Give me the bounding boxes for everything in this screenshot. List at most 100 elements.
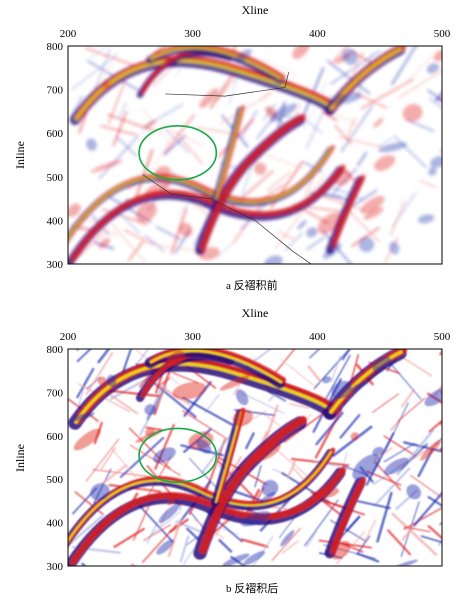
reflector-streak bbox=[327, 60, 371, 95]
amplitude-blob bbox=[373, 117, 384, 128]
reflector-streak bbox=[254, 465, 262, 488]
amplitude-blob bbox=[428, 167, 437, 176]
highlight-ellipse bbox=[138, 124, 218, 181]
amplitude-blob bbox=[420, 439, 442, 461]
panel-a-seismic-image bbox=[68, 46, 442, 264]
fault-line bbox=[165, 72, 289, 97]
amplitude-blob bbox=[292, 46, 310, 60]
reflector-streak bbox=[261, 58, 298, 76]
panel-b-annotations bbox=[138, 427, 218, 484]
reflector-streak bbox=[155, 226, 182, 241]
amplitude-blob bbox=[312, 487, 340, 499]
amplitude-blob bbox=[430, 156, 442, 169]
amplitude-blob bbox=[406, 484, 422, 500]
reflector-streak bbox=[255, 150, 304, 170]
amplitude-blob bbox=[179, 222, 193, 237]
amplitude-blob bbox=[378, 142, 408, 153]
amplitude-blob bbox=[232, 409, 253, 427]
reflector-streak bbox=[170, 207, 188, 254]
reflector-streak bbox=[339, 414, 361, 439]
reflector-streak bbox=[150, 511, 181, 536]
reflector-streak bbox=[216, 74, 239, 102]
reflector-streak bbox=[397, 69, 442, 99]
reflector-streak bbox=[410, 474, 442, 499]
amplitude-blob bbox=[167, 350, 186, 367]
amplitude-blob bbox=[328, 92, 363, 105]
amplitude-blob bbox=[219, 375, 250, 391]
reflector-peak bbox=[329, 350, 403, 414]
amplitude-blob bbox=[240, 511, 271, 527]
reflector-streak bbox=[400, 389, 415, 408]
reflector-streak bbox=[164, 126, 203, 146]
reflector-streak bbox=[390, 416, 403, 431]
amplitude-blob bbox=[269, 103, 298, 123]
reflector-streak bbox=[108, 75, 128, 125]
xtick-label: 400 bbox=[309, 28, 326, 40]
reflector-streak bbox=[427, 89, 442, 102]
ytick-label: 300 bbox=[47, 561, 64, 573]
amplitude-blob bbox=[350, 432, 359, 441]
reflector-streak bbox=[398, 354, 433, 377]
amplitude-blob bbox=[73, 428, 102, 451]
reflector-streak bbox=[314, 408, 343, 459]
reflector-streak bbox=[365, 432, 395, 486]
reflector-streak bbox=[133, 500, 152, 541]
panel-a-ylabel: Inline bbox=[13, 141, 27, 169]
amplitude-blob bbox=[158, 503, 180, 524]
xtick-label: 200 bbox=[60, 28, 77, 40]
reflector-band bbox=[200, 114, 306, 250]
reflector-streak bbox=[145, 426, 163, 431]
amplitude-blob bbox=[144, 404, 157, 416]
reflector-streak bbox=[182, 396, 233, 426]
reflector-streak bbox=[142, 523, 178, 563]
amplitude-blob bbox=[90, 159, 123, 173]
reflector-streak bbox=[275, 448, 308, 477]
amplitude-blob bbox=[330, 540, 351, 560]
xtick-label: 300 bbox=[184, 331, 201, 343]
amplitude-blob bbox=[196, 439, 212, 454]
reflector-band bbox=[150, 46, 286, 80]
reflector-streak bbox=[286, 459, 297, 479]
ytick-label: 800 bbox=[47, 344, 64, 356]
panel-b-xlabel: Xline bbox=[242, 306, 269, 320]
reflector-peak bbox=[150, 46, 282, 80]
reflector-streak bbox=[76, 367, 95, 399]
amplitude-blob bbox=[358, 236, 375, 253]
reflector-streak bbox=[419, 180, 437, 188]
amplitude-blob bbox=[243, 550, 266, 565]
reflector-streak bbox=[100, 446, 117, 471]
reflector-streak bbox=[271, 527, 301, 561]
reflector-streak bbox=[195, 126, 237, 136]
amplitude-blob bbox=[156, 539, 174, 555]
amplitude-blob bbox=[234, 49, 252, 63]
reflector-streak bbox=[157, 119, 167, 135]
reflector-streak bbox=[342, 349, 351, 361]
amplitude-blob bbox=[69, 412, 95, 422]
reflector-streak bbox=[76, 349, 79, 351]
amplitude-blob bbox=[334, 170, 352, 186]
reflector-streak bbox=[182, 410, 229, 440]
reflector-peak bbox=[149, 349, 283, 384]
reflector-streak bbox=[200, 429, 236, 474]
reflector-peak bbox=[68, 148, 332, 240]
xtick-label: 300 bbox=[184, 28, 201, 40]
reflector-streak bbox=[402, 54, 434, 86]
amplitude-blob bbox=[426, 63, 440, 74]
reflector-streak bbox=[179, 535, 190, 563]
reflector-band bbox=[216, 105, 245, 199]
reflector-streak bbox=[440, 390, 442, 394]
reflector-streak bbox=[148, 378, 191, 406]
reflector-streak bbox=[428, 419, 442, 433]
ytick-label: 700 bbox=[47, 85, 64, 97]
reflector-streak bbox=[420, 535, 442, 544]
xtick-label: 500 bbox=[434, 331, 451, 343]
reflector-band bbox=[198, 415, 308, 555]
reflector-streak bbox=[230, 46, 236, 60]
amplitude-blob bbox=[264, 255, 283, 264]
amplitude-blob bbox=[297, 220, 307, 230]
reflector-streak bbox=[439, 420, 442, 426]
reflector-streak bbox=[267, 390, 287, 402]
highlight-ellipse bbox=[138, 427, 218, 484]
amplitude-blob bbox=[317, 212, 343, 235]
amplitude-blob bbox=[166, 493, 179, 506]
